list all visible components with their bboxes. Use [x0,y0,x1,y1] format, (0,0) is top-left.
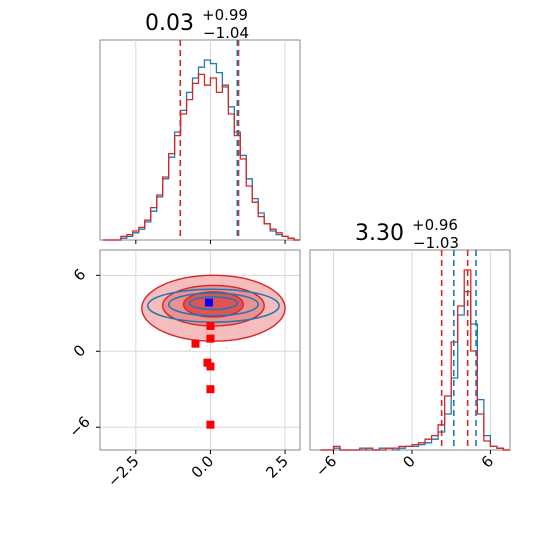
scatter-point [252,273,255,276]
marginal-x-title-sub: −1.04 [203,24,249,42]
x-tick-label: 0 [399,452,418,471]
scatter-point [206,344,209,347]
red-marker [206,385,215,394]
red-marker [206,334,215,343]
x-tick-label: −2.5 [104,452,142,490]
scatter-point [242,272,245,275]
marginal-histogram-y-ticks: −6 0 6 [312,450,497,480]
joint-contour-clip-group [141,272,286,429]
marginal-histogram-y-frame [309,249,511,451]
x-tick-label: −6 [312,452,340,480]
joint-contour-panel: −2.5 0.0 2.5 6 0 −6 [65,249,301,491]
marginal-y-title: 3.30 +0.96 −1.03 [355,211,465,252]
marginal-histogram-y-panel: −6 0 6 3.30 +0.96 −1.03 [309,211,511,480]
marginal-histogram-x-frame [99,39,301,241]
marginal-histogram-y-series [320,269,510,451]
y-tick-label: 0 [70,341,89,360]
marginal-histogram-y-grid [333,250,491,450]
scatter-point [182,339,185,341]
scatter-point [225,346,228,349]
marginal-histogram-x-panel: 0.03 +0.99 −1.04 [99,1,301,244]
x-tick-label: 6 [478,452,497,471]
red-contour-level-2 [182,291,244,318]
marginal-x-title: 0.03 +0.99 −1.04 [145,1,255,42]
scatter-point [157,330,160,333]
red-marker [206,321,215,330]
y-tick-label: 6 [70,265,89,284]
marginal-y-title-sup: +0.96 [412,216,458,234]
x-tick-label: 2.5 [262,452,292,482]
marginal-histogram-y-quantile-lines [440,250,477,450]
marginal-y-title-sub: −1.03 [413,234,459,252]
marginal-y-title-main: 3.30 [355,221,404,246]
marginal-histogram-x-ticks [135,240,286,244]
red-marker [206,420,215,429]
blue-contour-level-2 [188,296,239,311]
histogram-series-1 [320,269,510,451]
joint-contour-red-levels [141,274,286,342]
joint-contour-markers [191,298,215,429]
scatter-point [210,342,213,345]
marginal-histogram-x-quantile-lines [179,40,240,240]
scatter-point [189,348,191,351]
marginal-histogram-x-series [102,59,300,241]
marginal-x-title-sup: +0.99 [202,6,248,24]
histogram-series-0 [320,290,510,451]
blue-marker [204,298,213,307]
y-tick-label: −6 [65,413,93,441]
blue-contour-level-1 [167,292,259,317]
histogram-series-1 [102,73,300,241]
marginal-histogram-x-grid [135,40,286,240]
red-marker [206,362,215,371]
marginal-x-title-main: 0.03 [145,11,194,36]
red-marker [191,339,200,348]
x-tick-label: 0.0 [188,452,218,482]
joint-contour-frame [99,249,301,451]
